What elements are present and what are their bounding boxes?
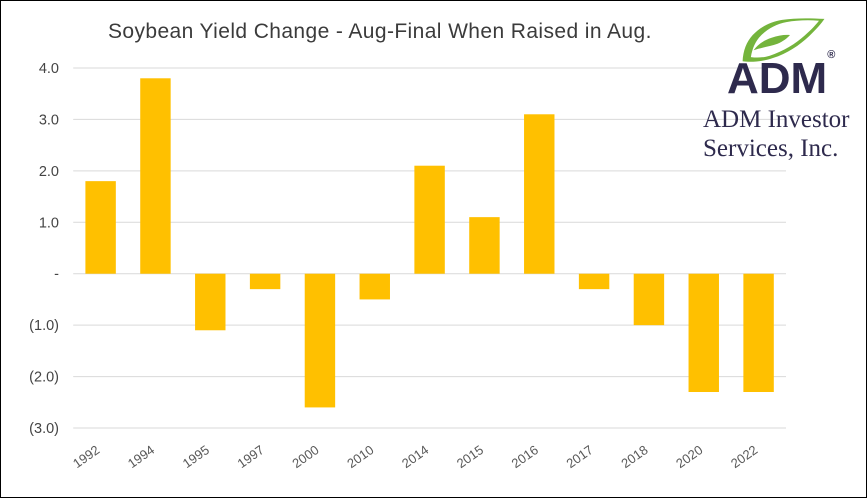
svg-text:2020: 2020	[673, 442, 705, 471]
svg-text:2.0: 2.0	[39, 164, 59, 180]
svg-text:2000: 2000	[289, 442, 321, 471]
svg-text:2010: 2010	[344, 442, 376, 471]
svg-text:(3.0): (3.0)	[29, 421, 59, 437]
svg-text:-: -	[54, 267, 59, 283]
svg-text:2014: 2014	[399, 442, 431, 471]
svg-text:2016: 2016	[509, 442, 541, 471]
svg-text:3.0: 3.0	[39, 112, 59, 128]
svg-text:(2.0): (2.0)	[29, 370, 59, 386]
svg-text:1997: 1997	[235, 442, 267, 471]
svg-text:1994: 1994	[125, 442, 157, 471]
svg-text:1992: 1992	[70, 442, 102, 471]
svg-text:2022: 2022	[728, 442, 760, 471]
svg-text:1.0: 1.0	[39, 215, 59, 231]
svg-text:2018: 2018	[618, 442, 650, 471]
svg-text:2017: 2017	[564, 442, 596, 471]
svg-text:(1.0): (1.0)	[29, 318, 59, 334]
svg-text:2015: 2015	[454, 442, 486, 471]
svg-text:4.0: 4.0	[39, 61, 59, 77]
svg-text:1995: 1995	[180, 442, 212, 471]
